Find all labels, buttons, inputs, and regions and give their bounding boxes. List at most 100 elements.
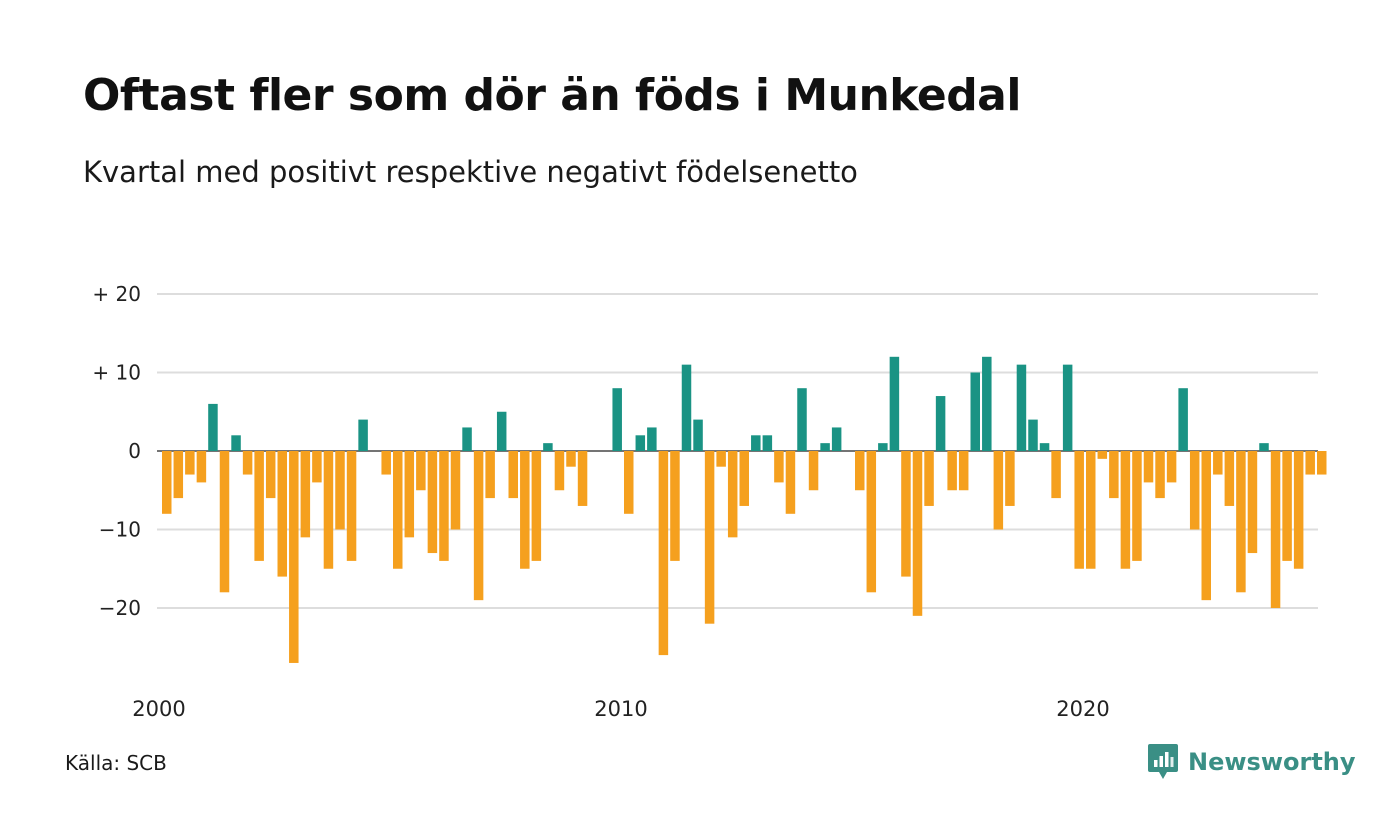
x-tick-label: 2000 [132,697,185,721]
bar-negative [277,451,287,577]
bar-negative [404,451,415,538]
bar-negative [1317,451,1327,475]
bar-negative [219,451,230,593]
bar-positive [1039,443,1050,451]
source-note: Källa: SCB [65,751,167,775]
bar-positive [681,364,692,451]
bar-positive [889,356,900,451]
bar-negative [508,451,518,499]
bar-negative [393,451,403,569]
bar-negative [1270,451,1281,608]
bar-negative [1213,451,1223,475]
bar-negative [473,451,484,601]
bar-negative [1120,451,1131,569]
bar-negative [866,451,877,593]
bar-positive [496,411,507,451]
bar-positive [1028,419,1038,451]
bar-positive [970,372,980,451]
bar-positive [1016,364,1027,451]
bar-negative [162,451,172,514]
bar-negative [1224,451,1235,506]
bar-negative [335,451,345,530]
bar-negative [1247,451,1258,554]
bar-negative [1236,451,1246,593]
bar-positive [831,427,842,451]
bar-positive [1259,443,1269,451]
bar-negative [808,451,819,491]
bar-positive [647,427,657,451]
bar-negative [1074,451,1084,569]
bar-positive [797,388,807,451]
newsworthy-logo-icon [1148,744,1178,779]
bar-negative [855,451,865,491]
bar-negative [577,451,588,506]
y-tick-label: −20 [99,596,141,620]
bar-positive [635,435,646,451]
bar-negative [1109,451,1119,499]
bar-negative [1293,451,1304,569]
bar-negative [531,451,542,561]
bar-negative [427,451,438,554]
bar-negative [912,451,923,616]
bar-negative [716,451,726,467]
bar-negative [704,451,715,624]
bar-negative [254,451,264,561]
x-tick-label: 2010 [594,697,647,721]
bar-positive [693,419,703,451]
bar-negative [947,451,957,491]
bar-negative [774,451,784,483]
y-tick-label: 0 [128,439,141,463]
chart-title: Oftast fler som dör än föds i Munkedal [83,70,1021,121]
bar-negative [485,451,495,499]
bar-negative [289,451,299,663]
bar-negative [624,451,634,514]
y-tick-label: −10 [99,518,141,542]
y-tick-label: + 20 [92,282,141,306]
bar-negative [1005,451,1015,506]
bar-positive [935,396,946,451]
y-tick-label: + 10 [92,361,141,385]
bar-positive [612,388,622,451]
bar-negative [739,451,749,506]
bar-negative [1166,451,1177,483]
bar-negative [1155,451,1165,499]
bar-positive [751,435,761,451]
bar-positive [358,419,368,451]
bar-negative [265,451,276,499]
bar-negative [901,451,911,577]
bar-positive [208,403,218,451]
bar-positive [1178,388,1188,451]
bar-negative [196,451,207,483]
bar-negative [300,451,311,538]
bar-positive [1062,364,1073,451]
bar-negative [1143,451,1154,483]
bar-negative [658,451,669,656]
bar-negative [1051,451,1061,499]
bar-negative [566,451,576,467]
bar-negative [958,451,969,491]
bar-negative [520,451,530,569]
bar-positive [820,443,830,451]
bar-negative [381,451,391,475]
bar-negative [670,451,680,561]
bar-positive [462,427,472,451]
bar-negative [1097,451,1108,459]
bar-negative [1189,451,1200,530]
bar-negative [727,451,738,538]
bar-negative [785,451,796,514]
bar-positive [878,443,888,451]
bar-negative [554,451,565,491]
brand-name: Newsworthy [1188,748,1356,776]
bar-positive [762,435,773,451]
bar-negative [173,451,184,499]
bar-negative [312,451,322,483]
bar-negative [1201,451,1211,601]
bar-positive [982,356,992,451]
bar-negative [1086,451,1096,569]
bar-negative [1132,451,1142,561]
chart-subtitle: Kvartal med positivt respektive negativt… [83,155,858,189]
bar-negative [1282,451,1292,561]
bar-negative [439,451,449,561]
bar-negative [924,451,934,506]
